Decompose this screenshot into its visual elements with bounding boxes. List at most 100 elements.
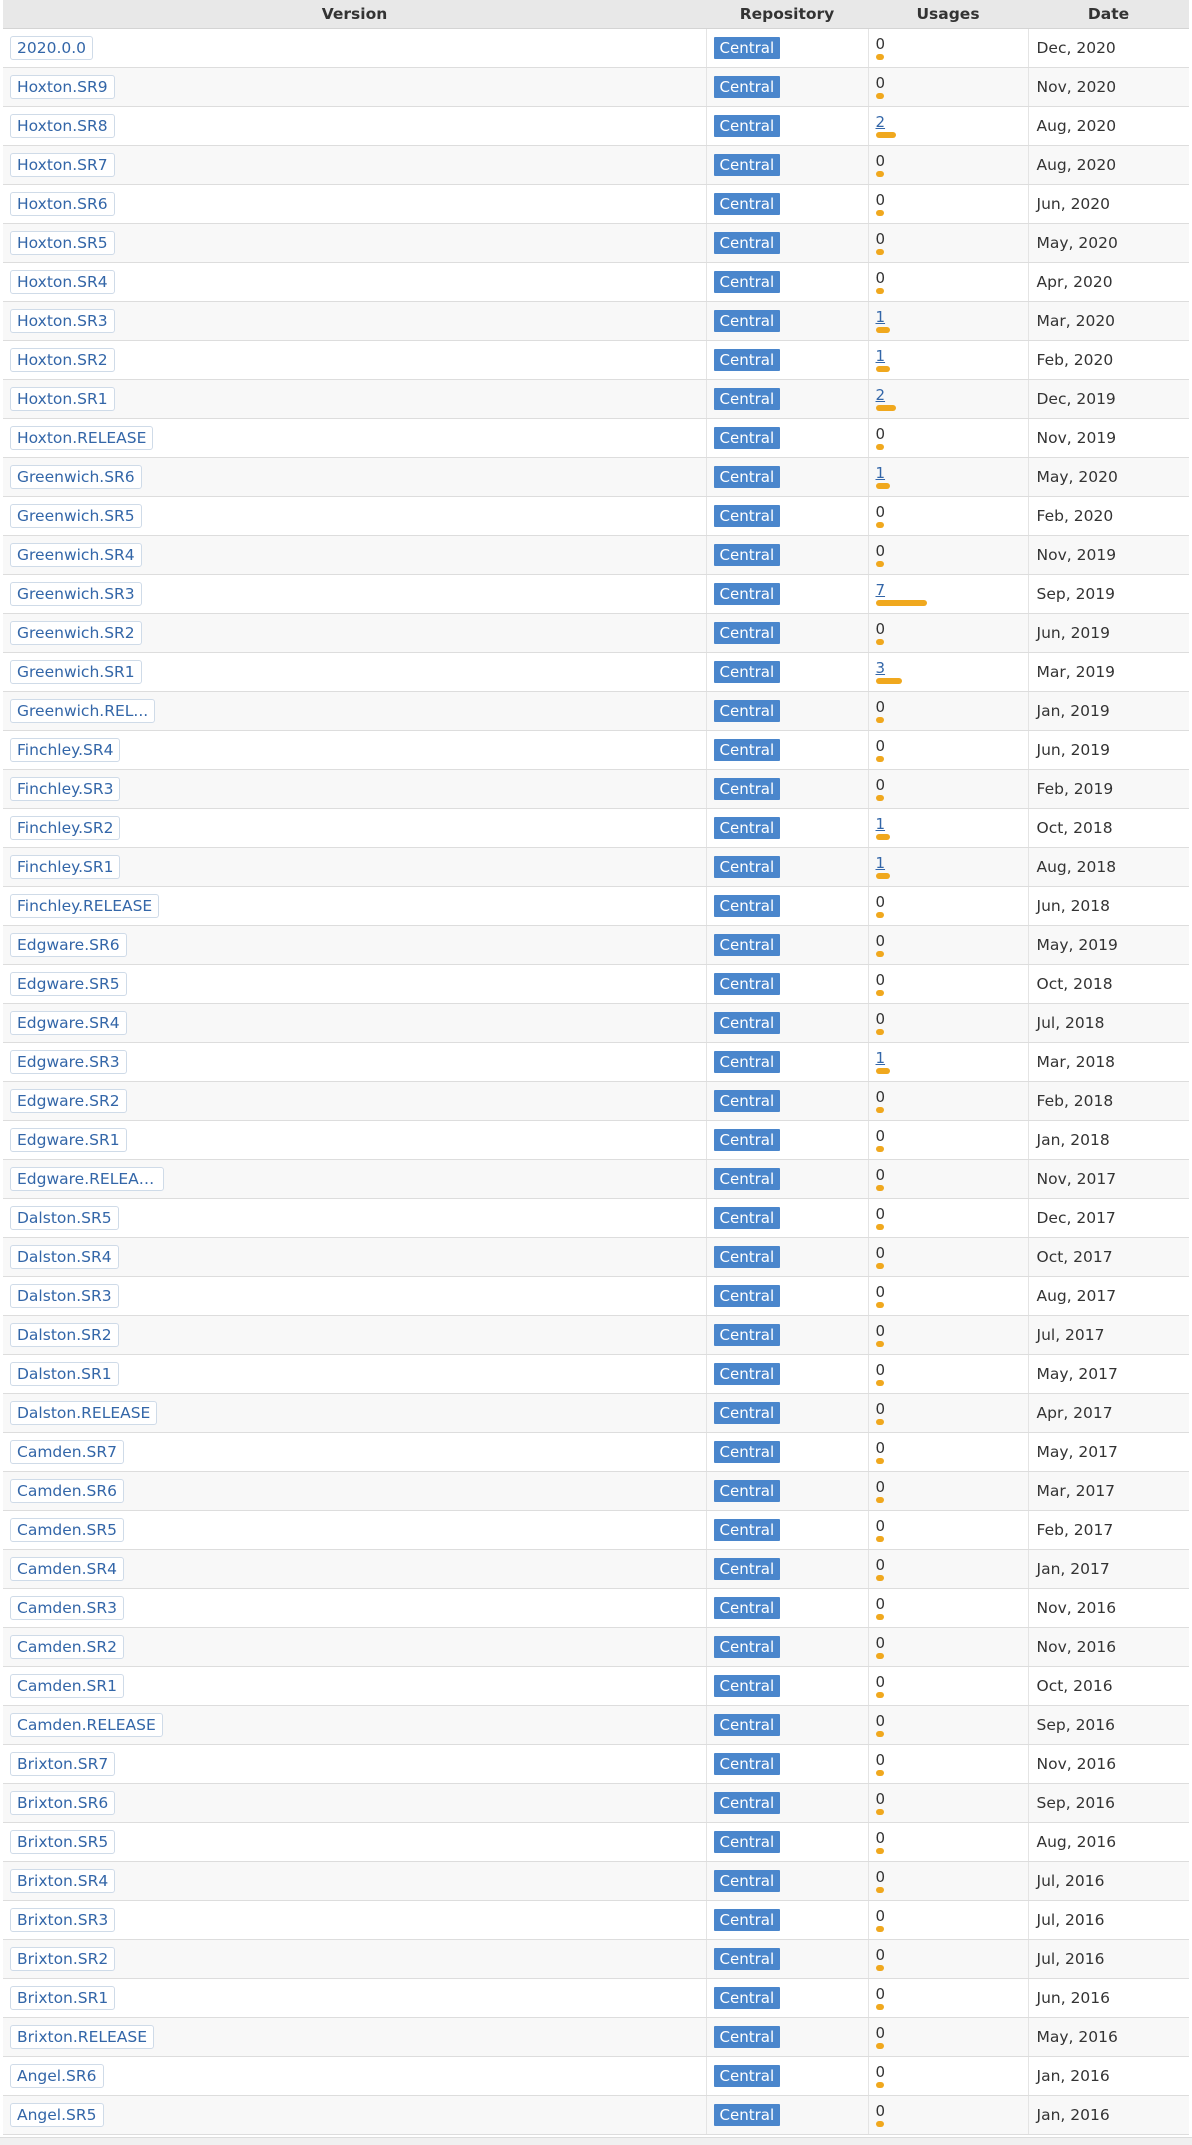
version-link[interactable]: Brixton.SR1 <box>10 1986 116 2010</box>
version-link[interactable]: Edgware.SR4 <box>10 1011 127 1035</box>
version-link[interactable]: Greenwich.SR3 <box>10 582 142 606</box>
version-link[interactable]: Dalston.SR1 <box>10 1362 119 1386</box>
repository-badge[interactable]: Central <box>713 1948 781 1970</box>
repository-badge[interactable]: Central <box>713 1558 781 1580</box>
repository-badge[interactable]: Central <box>713 1051 781 1073</box>
repository-badge[interactable]: Central <box>713 1636 781 1658</box>
repository-badge[interactable]: Central <box>713 934 781 956</box>
version-link[interactable]: Edgware.SR2 <box>10 1089 127 1113</box>
repository-badge[interactable]: Central <box>713 1402 781 1424</box>
version-link[interactable]: Brixton.SR4 <box>10 1869 116 1893</box>
version-link[interactable]: Camden.SR7 <box>10 1440 125 1464</box>
usage-count[interactable]: 7 <box>875 581 886 599</box>
version-link[interactable]: Camden.SR5 <box>10 1518 125 1542</box>
usage-count[interactable]: 1 <box>875 854 886 872</box>
repository-badge[interactable]: Central <box>713 856 781 878</box>
repository-badge[interactable]: Central <box>713 544 781 566</box>
version-link[interactable]: Brixton.SR7 <box>10 1752 116 1776</box>
repository-badge[interactable]: Central <box>713 310 781 332</box>
version-link[interactable]: Hoxton.SR7 <box>10 153 115 177</box>
repository-badge[interactable]: Central <box>713 817 781 839</box>
repository-badge[interactable]: Central <box>713 1363 781 1385</box>
version-link[interactable]: Angel.SR6 <box>10 2064 104 2088</box>
version-link[interactable]: Brixton.SR6 <box>10 1791 116 1815</box>
version-link[interactable]: Hoxton.SR9 <box>10 75 115 99</box>
repository-badge[interactable]: Central <box>713 583 781 605</box>
version-link[interactable]: Camden.RELEASE <box>10 1713 163 1737</box>
repository-badge[interactable]: Central <box>713 505 781 527</box>
repository-badge[interactable]: Central <box>713 2065 781 2087</box>
version-link[interactable]: Dalston.RELEASE <box>10 1401 158 1425</box>
usage-count[interactable]: 2 <box>875 113 886 131</box>
usage-count[interactable]: 2 <box>875 386 886 404</box>
version-link[interactable]: Hoxton.RELEASE <box>10 426 154 450</box>
version-link[interactable]: Hoxton.SR8 <box>10 114 115 138</box>
version-link[interactable]: Hoxton.SR6 <box>10 192 115 216</box>
repository-badge[interactable]: Central <box>713 1675 781 1697</box>
repository-badge[interactable]: Central <box>713 115 781 137</box>
version-link[interactable]: Edgware.SR1 <box>10 1128 127 1152</box>
version-link[interactable]: Camden.SR1 <box>10 1674 125 1698</box>
version-link[interactable]: Brixton.RELEASE <box>10 2025 155 2049</box>
version-link[interactable]: Hoxton.SR2 <box>10 348 115 372</box>
version-link[interactable]: Brixton.SR3 <box>10 1908 116 1932</box>
repository-badge[interactable]: Central <box>713 739 781 761</box>
version-link[interactable]: Dalston.SR2 <box>10 1323 119 1347</box>
version-link[interactable]: Finchley.RELEASE <box>10 894 160 918</box>
repository-badge[interactable]: Central <box>713 466 781 488</box>
version-link[interactable]: Dalston.SR5 <box>10 1206 119 1230</box>
repository-badge[interactable]: Central <box>713 1831 781 1853</box>
version-link[interactable]: Angel.SR5 <box>10 2103 104 2127</box>
repository-badge[interactable]: Central <box>713 349 781 371</box>
version-link[interactable]: Hoxton.SR1 <box>10 387 115 411</box>
horizontal-scrollbar[interactable] <box>0 2137 1192 2145</box>
repository-badge[interactable]: Central <box>713 2104 781 2126</box>
usage-count[interactable]: 1 <box>875 1049 886 1067</box>
version-link[interactable]: Edgware.SR3 <box>10 1050 127 1074</box>
repository-badge[interactable]: Central <box>713 193 781 215</box>
version-link[interactable]: Greenwich.REL... <box>10 699 156 723</box>
repository-badge[interactable]: Central <box>713 427 781 449</box>
repository-badge[interactable]: Central <box>713 1909 781 1931</box>
version-link[interactable]: Finchley.SR1 <box>10 855 121 879</box>
usage-count[interactable]: 1 <box>875 308 886 326</box>
repository-badge[interactable]: Central <box>713 1324 781 1346</box>
version-link[interactable]: Edgware.RELEASE <box>10 1167 164 1191</box>
repository-badge[interactable]: Central <box>713 1207 781 1229</box>
repository-badge[interactable]: Central <box>713 1168 781 1190</box>
repository-badge[interactable]: Central <box>713 271 781 293</box>
version-link[interactable]: Brixton.SR5 <box>10 1830 116 1854</box>
usage-count[interactable]: 1 <box>875 347 886 365</box>
repository-badge[interactable]: Central <box>713 1246 781 1268</box>
repository-badge[interactable]: Central <box>713 1870 781 1892</box>
repository-badge[interactable]: Central <box>713 895 781 917</box>
repository-badge[interactable]: Central <box>713 778 781 800</box>
repository-badge[interactable]: Central <box>713 622 781 644</box>
repository-badge[interactable]: Central <box>713 1753 781 1775</box>
repository-badge[interactable]: Central <box>713 1792 781 1814</box>
repository-badge[interactable]: Central <box>713 1441 781 1463</box>
repository-badge[interactable]: Central <box>713 661 781 683</box>
version-link[interactable]: Finchley.SR3 <box>10 777 121 801</box>
version-link[interactable]: Greenwich.SR6 <box>10 465 142 489</box>
version-link[interactable]: Camden.SR6 <box>10 1479 125 1503</box>
version-link[interactable]: Edgware.SR6 <box>10 933 127 957</box>
repository-badge[interactable]: Central <box>713 700 781 722</box>
repository-badge[interactable]: Central <box>713 973 781 995</box>
version-link[interactable]: Camden.SR4 <box>10 1557 125 1581</box>
repository-badge[interactable]: Central <box>713 1987 781 2009</box>
repository-badge[interactable]: Central <box>713 1090 781 1112</box>
repository-badge[interactable]: Central <box>713 1480 781 1502</box>
repository-badge[interactable]: Central <box>713 1714 781 1736</box>
version-link[interactable]: Greenwich.SR2 <box>10 621 142 645</box>
version-link[interactable]: Brixton.SR2 <box>10 1947 116 1971</box>
usage-count[interactable]: 1 <box>875 464 886 482</box>
version-link[interactable]: Greenwich.SR5 <box>10 504 142 528</box>
version-link[interactable]: Hoxton.SR4 <box>10 270 115 294</box>
repository-badge[interactable]: Central <box>713 388 781 410</box>
repository-badge[interactable]: Central <box>713 232 781 254</box>
repository-badge[interactable]: Central <box>713 1012 781 1034</box>
version-link[interactable]: Camden.SR2 <box>10 1635 125 1659</box>
version-link[interactable]: Finchley.SR2 <box>10 816 121 840</box>
version-link[interactable]: Greenwich.SR1 <box>10 660 142 684</box>
